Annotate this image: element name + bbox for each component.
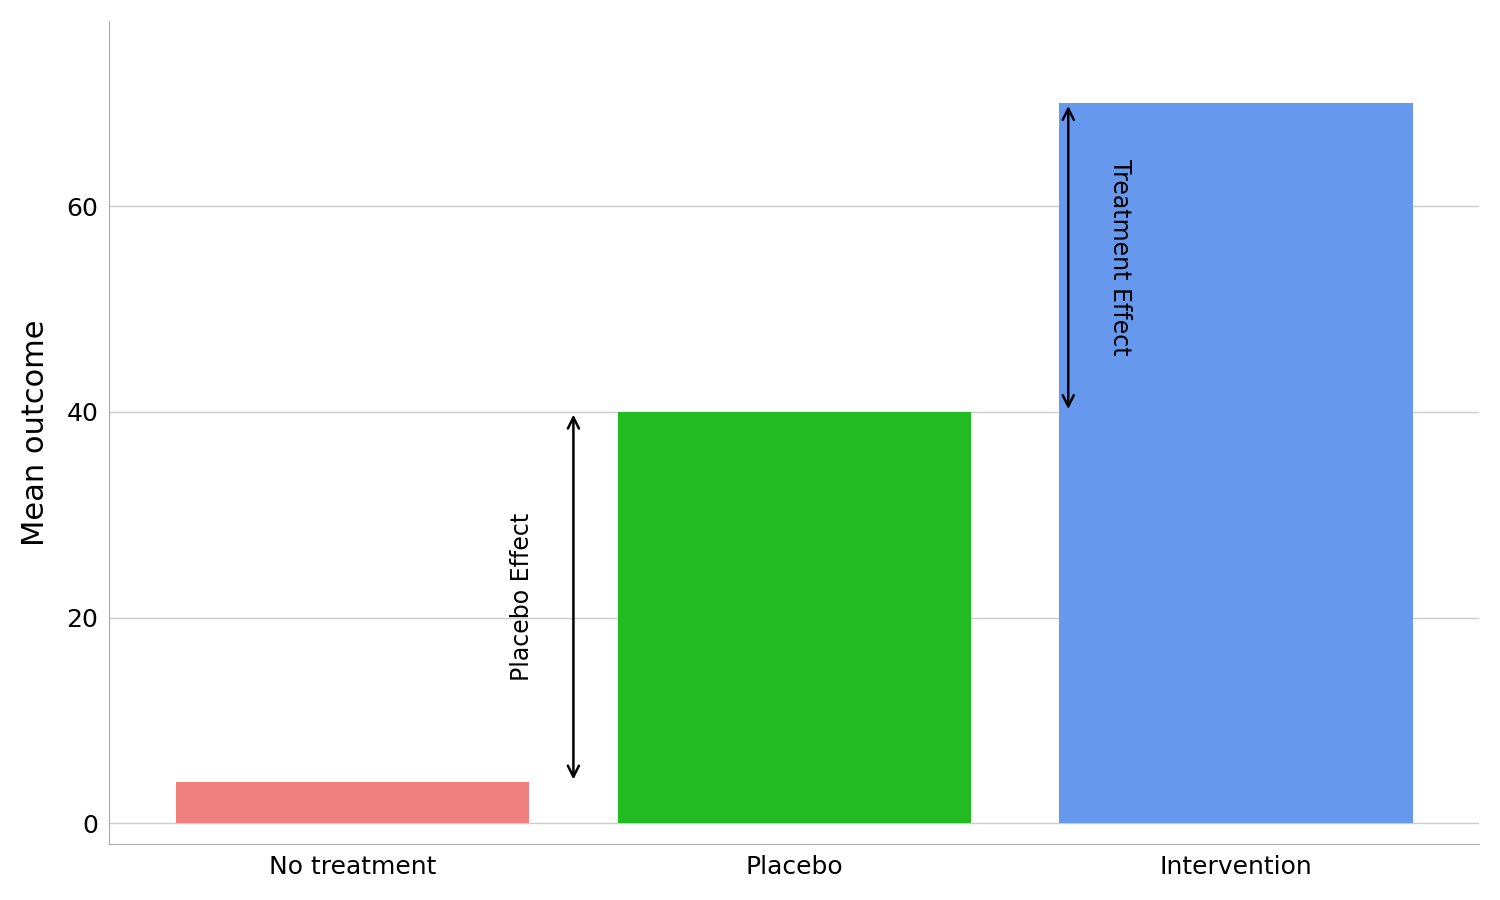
Text: Placebo Effect: Placebo Effect: [510, 513, 534, 681]
Bar: [176, 782, 530, 824]
Text: Treatment Effect: Treatment Effect: [1108, 159, 1132, 356]
Bar: [1059, 104, 1413, 824]
Bar: [618, 412, 970, 824]
Y-axis label: Mean outcome: Mean outcome: [21, 320, 50, 545]
